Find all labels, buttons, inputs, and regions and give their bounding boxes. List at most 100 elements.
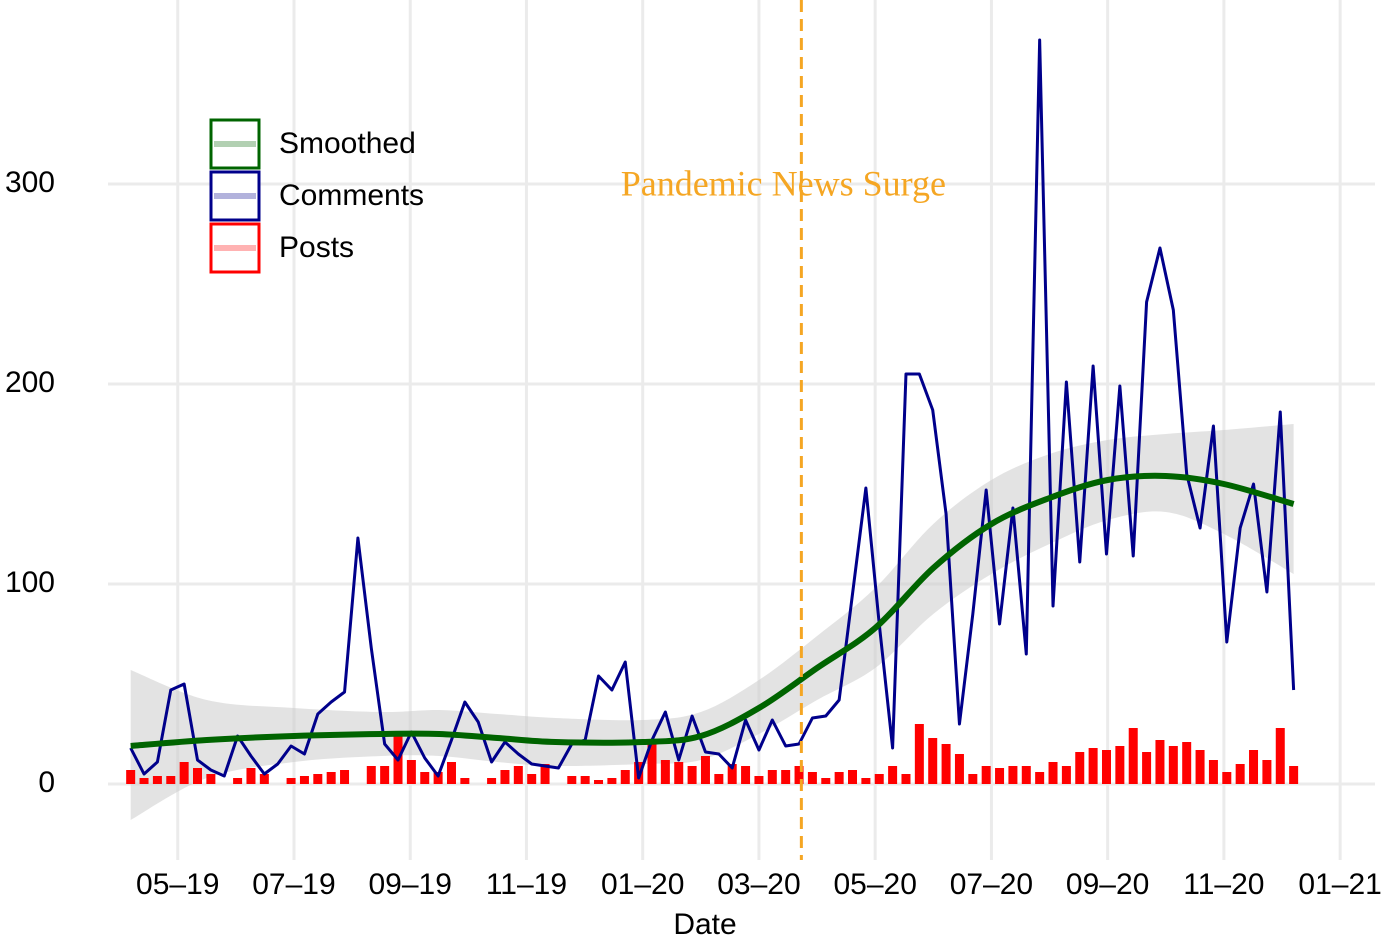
y-tick-label: 100 bbox=[5, 566, 55, 599]
x-tick-label: 11–19 bbox=[486, 868, 567, 901]
bar bbox=[179, 762, 189, 784]
bar bbox=[446, 762, 456, 784]
bar bbox=[981, 766, 991, 784]
y-tick-label: 200 bbox=[5, 366, 55, 399]
bar bbox=[901, 774, 911, 784]
bar bbox=[1115, 746, 1125, 784]
bar bbox=[233, 778, 243, 784]
bar bbox=[594, 780, 604, 784]
bar bbox=[620, 770, 630, 784]
bar bbox=[848, 770, 858, 784]
bar bbox=[1289, 766, 1299, 784]
bar bbox=[1168, 746, 1178, 784]
bar bbox=[647, 744, 657, 784]
comments-line bbox=[129, 38, 1296, 780]
bar bbox=[794, 766, 804, 784]
bar bbox=[460, 778, 470, 784]
x-tick-label: 05–19 bbox=[136, 868, 219, 901]
bar bbox=[527, 774, 537, 784]
x-axis-label: Date bbox=[673, 908, 736, 941]
bar bbox=[995, 768, 1005, 784]
bar bbox=[1195, 750, 1205, 784]
bar bbox=[1021, 766, 1031, 784]
bar bbox=[754, 776, 764, 784]
bar bbox=[1275, 728, 1285, 784]
bar bbox=[166, 776, 176, 784]
bar bbox=[513, 766, 523, 784]
x-tick-label: 09–20 bbox=[1066, 868, 1149, 901]
bar bbox=[727, 764, 737, 784]
bar bbox=[540, 764, 550, 784]
legend-label: Posts bbox=[279, 231, 354, 264]
bar bbox=[1008, 766, 1018, 784]
bar bbox=[1208, 760, 1218, 784]
bar bbox=[1262, 760, 1272, 784]
x-tick-label: 07–19 bbox=[252, 868, 335, 901]
annotation-text: Pandemic News Surge bbox=[621, 163, 946, 203]
bar bbox=[420, 772, 430, 784]
bar bbox=[714, 774, 724, 784]
bar bbox=[781, 770, 791, 784]
bar bbox=[1048, 762, 1058, 784]
legend-swatch bbox=[209, 170, 261, 222]
x-tick-label: 01–20 bbox=[601, 868, 684, 901]
bar bbox=[821, 778, 831, 784]
y-tick-label: 0 bbox=[38, 766, 55, 799]
bar bbox=[888, 766, 898, 784]
bar bbox=[1061, 766, 1071, 784]
bar bbox=[433, 772, 443, 784]
legend-label: Comments bbox=[279, 179, 424, 212]
bar bbox=[968, 774, 978, 784]
x-tick-label: 01–21 bbox=[1298, 868, 1381, 901]
bar bbox=[700, 756, 710, 784]
bar bbox=[246, 768, 256, 784]
bar bbox=[500, 770, 510, 784]
smoothed-line bbox=[130, 472, 1295, 749]
legend-swatch bbox=[209, 222, 261, 274]
bar bbox=[1128, 728, 1138, 784]
bar bbox=[767, 770, 777, 784]
bar bbox=[1088, 748, 1098, 784]
bar bbox=[687, 766, 697, 784]
bar bbox=[954, 754, 964, 784]
bar bbox=[1235, 764, 1245, 784]
bar bbox=[206, 774, 216, 784]
bar bbox=[914, 724, 924, 784]
bar bbox=[861, 778, 871, 784]
bar bbox=[874, 774, 884, 784]
bar bbox=[834, 772, 844, 784]
bar bbox=[193, 768, 203, 784]
bar bbox=[1101, 750, 1111, 784]
confidence-band bbox=[130, 424, 1294, 820]
bar bbox=[299, 776, 309, 784]
bar bbox=[1075, 752, 1085, 784]
bar bbox=[139, 778, 149, 784]
x-tick-label: 09–19 bbox=[369, 868, 452, 901]
x-tick-label: 07–20 bbox=[950, 868, 1033, 901]
bar bbox=[366, 766, 376, 784]
bar bbox=[1155, 740, 1165, 784]
legend-label: Smoothed bbox=[279, 127, 416, 160]
bar bbox=[1222, 772, 1232, 784]
bar bbox=[807, 772, 817, 784]
x-tick-label: 05–20 bbox=[833, 868, 916, 901]
bar bbox=[660, 760, 670, 784]
bar bbox=[126, 770, 136, 784]
y-tick-label: 300 bbox=[5, 166, 55, 199]
bar bbox=[1142, 752, 1152, 784]
bar bbox=[741, 766, 751, 784]
bar bbox=[406, 760, 416, 784]
bar bbox=[674, 762, 684, 784]
bar bbox=[928, 738, 938, 784]
bar bbox=[580, 776, 590, 784]
bar bbox=[941, 744, 951, 784]
bar bbox=[259, 774, 269, 784]
bar bbox=[286, 778, 296, 784]
bar bbox=[313, 774, 323, 784]
bar bbox=[487, 778, 497, 784]
x-tick-label: 03–20 bbox=[717, 868, 800, 901]
bar bbox=[1249, 750, 1259, 784]
bar bbox=[1035, 772, 1045, 784]
